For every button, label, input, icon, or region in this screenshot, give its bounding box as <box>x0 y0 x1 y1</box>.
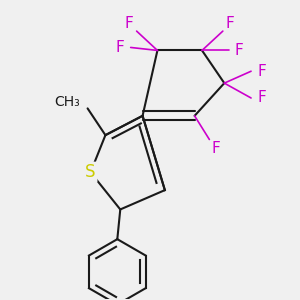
Text: F: F <box>211 141 220 156</box>
Text: F: F <box>226 16 235 31</box>
Text: CH₃: CH₃ <box>54 95 80 110</box>
Text: F: F <box>116 40 125 55</box>
Text: F: F <box>257 91 266 106</box>
Text: S: S <box>85 163 96 181</box>
Text: F: F <box>235 43 244 58</box>
Text: F: F <box>257 64 266 79</box>
Text: F: F <box>125 16 134 31</box>
